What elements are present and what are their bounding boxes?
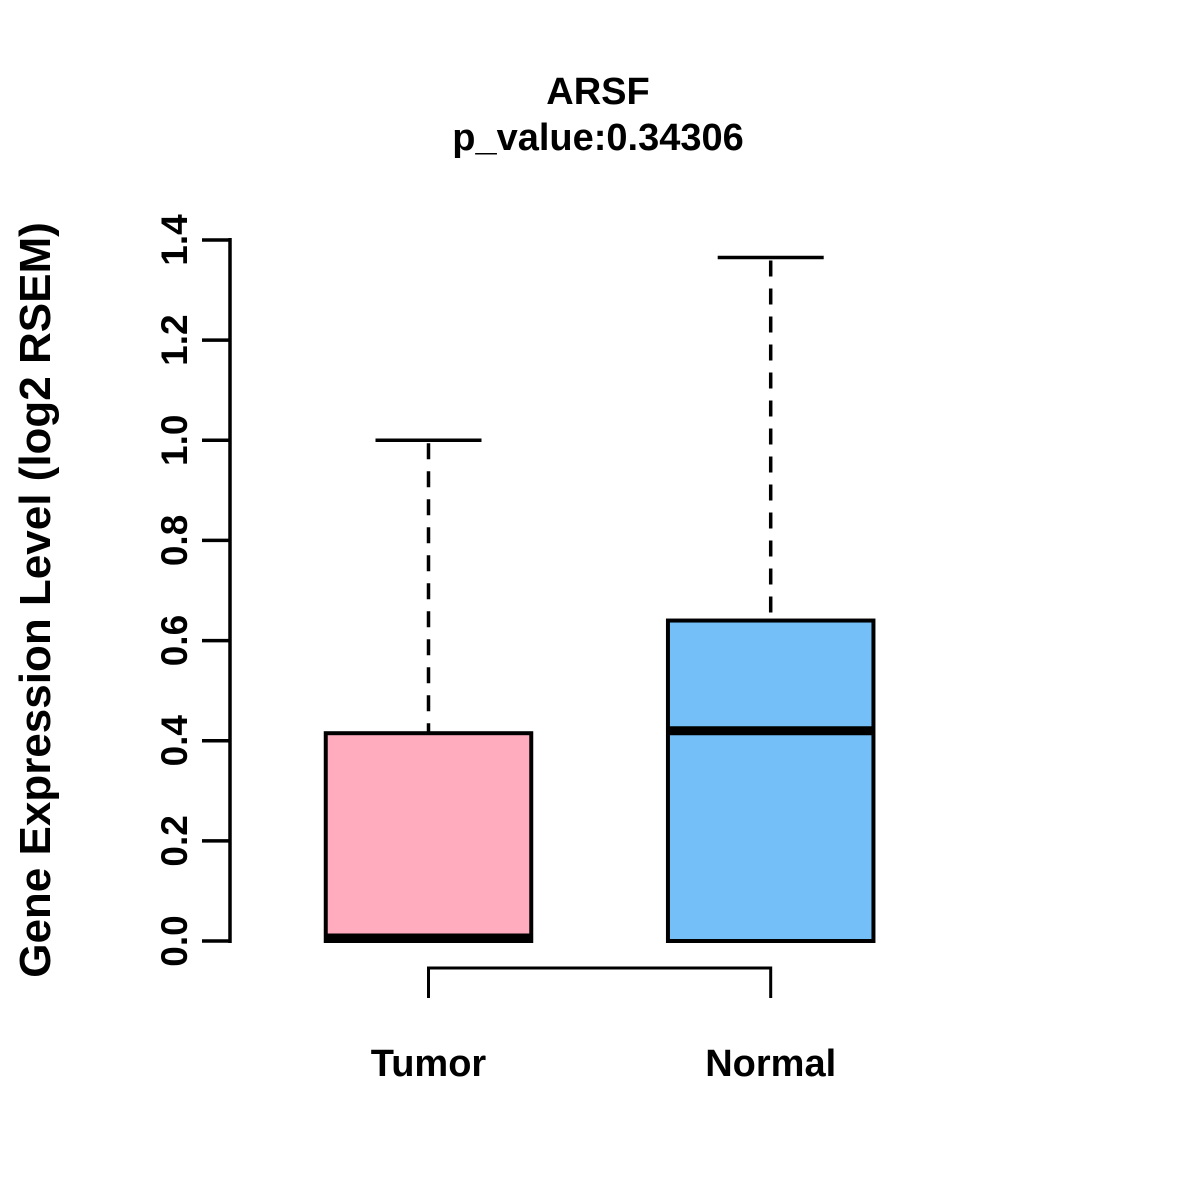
- y-axis-tick-label: 1.2: [154, 314, 195, 365]
- y-axis-tick-label: 0.4: [154, 715, 195, 767]
- comparison-bracket: [427, 966, 773, 998]
- chart-title-block: ARSF p_value:0.34306: [0, 70, 1196, 161]
- y-axis-tick-label: 0.6: [154, 615, 195, 666]
- tumor-box: [323, 731, 534, 943]
- normal-box: [665, 618, 876, 943]
- x-category-label-normal: Normal: [705, 1043, 836, 1085]
- y-axis-title: Gene Expression Level (log2 RSEM): [11, 222, 60, 978]
- chart-title: ARSF: [546, 71, 650, 113]
- y-axis-tick-label: 0.0: [154, 915, 195, 966]
- y-axis-tick-label: 0.2: [154, 815, 195, 866]
- y-axis-tick-label: 1.0: [154, 415, 195, 466]
- x-category-label-tumor: Tumor: [371, 1043, 487, 1085]
- y-axis-tick-label: 0.8: [154, 515, 195, 566]
- chart-subtitle: p_value:0.34306: [452, 116, 744, 159]
- y-axis-tick-label: 1.4: [154, 214, 195, 266]
